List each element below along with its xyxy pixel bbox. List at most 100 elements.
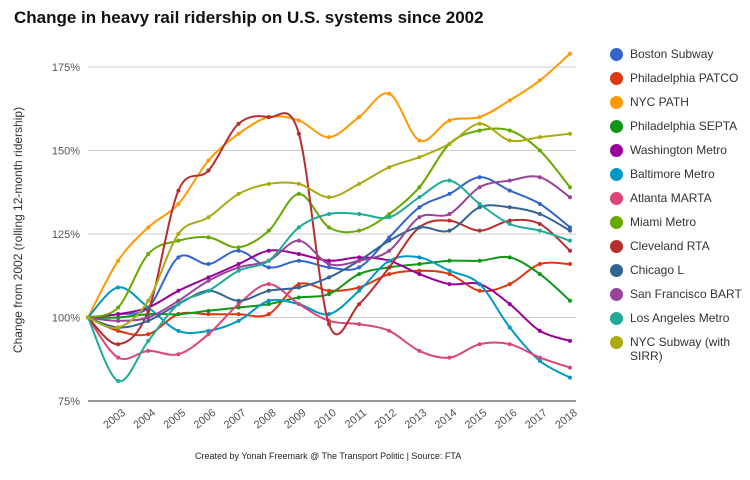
data-point [477,201,482,206]
data-point [447,211,452,216]
legend-label: Boston Subway [630,47,714,61]
data-point [477,121,482,126]
data-point [327,322,331,327]
data-point [387,215,392,220]
legend: Boston Subway Philadelphia PATCO NYC PATH P… [606,47,750,373]
data-point [146,308,151,313]
legend-item-atlanta-marta[interactable]: Atlanta MARTA [606,191,750,205]
data-point [296,295,301,300]
legend-item-philadelphia-patco[interactable]: Philadelphia PATCO [606,71,750,85]
data-point [477,115,482,120]
gridlines [88,66,576,402]
data-point [417,195,422,200]
data-point [387,238,392,243]
data-point [568,375,572,380]
data-point [176,312,181,317]
data-point [116,355,121,360]
data-point [357,272,362,277]
data-point [176,188,181,193]
legend-swatch [610,120,623,133]
data-point [236,245,241,250]
data-point [537,228,542,233]
x-tick-label: 2013 [403,407,430,432]
data-point [86,315,90,320]
series-lines [86,51,572,383]
x-tick-label: 2005 [162,407,189,432]
data-point [236,318,241,323]
legend-label: Chicago L [630,263,685,277]
legend-item-chicago-l[interactable]: Chicago L [606,263,750,277]
legend-item-boston-subway[interactable]: Boston Subway [606,47,750,61]
legend-item-cleveland-rta[interactable]: Cleveland RTA [606,239,750,253]
legend-item-baltimore-metro[interactable]: Baltimore Metro [606,167,750,181]
data-point [568,185,572,190]
x-tick-label: 2003 [101,407,128,432]
data-point [537,211,542,216]
data-point [116,315,121,320]
data-point [236,298,241,303]
data-point [417,155,422,160]
data-point [387,91,392,96]
data-point [327,258,331,263]
data-point [417,262,422,267]
legend-item-san-francisco-bart[interactable]: San Francisco BART [606,287,750,301]
data-point [417,348,422,353]
data-point [206,312,211,317]
y-tick-label: 125% [52,229,80,241]
data-point [176,201,181,206]
data-point [537,221,542,226]
data-point [568,228,572,233]
data-point [477,288,482,293]
legend-label: NYC Subway (with SIRR) [630,335,731,363]
data-point [206,158,211,163]
data-point [266,181,271,186]
data-point [266,228,271,233]
data-point [296,302,301,307]
data-point [236,191,241,196]
legend-item-nyc-subway-with-sirr[interactable]: NYC Subway (with SIRR) [606,335,750,363]
x-tick-label: 2015 [463,407,490,432]
data-point [296,238,301,243]
data-point [176,232,181,236]
legend-item-washington-metro[interactable]: Washington Metro [606,143,750,157]
series-line-los-angeles-metro [87,179,571,383]
data-point [417,272,422,277]
data-point [176,238,181,243]
data-point [116,285,121,290]
data-point [537,328,542,333]
data-point [266,288,271,293]
legend-label: Philadelphia PATCO [630,71,739,85]
legend-label: San Francisco BART [630,287,742,301]
legend-item-los-angeles-metro[interactable]: Los Angeles Metro [606,311,750,325]
data-point [236,268,241,273]
data-point [568,225,572,230]
data-point [387,265,392,270]
x-tick-label: 2014 [433,407,460,432]
data-point [116,312,121,317]
data-point [507,98,512,103]
data-point [176,302,181,307]
data-point [296,181,301,186]
legend-item-philadelphia-septa[interactable]: Philadelphia SEPTA [606,119,750,133]
legend-swatch [610,144,623,157]
data-point [296,252,301,257]
data-point [206,278,211,283]
data-point [236,265,241,270]
data-point [417,225,422,230]
data-point [206,288,211,293]
data-point [507,138,512,143]
data-point [417,215,422,220]
legend-item-nyc-path[interactable]: NYC PATH [606,95,750,109]
data-point [477,228,482,233]
data-point [417,255,422,260]
legend-label: Miami Metro [630,215,697,229]
data-point [477,282,482,287]
data-point [146,338,151,343]
data-point [206,328,211,333]
data-point [266,312,271,317]
legend-item-miami-metro[interactable]: Miami Metro [606,215,750,229]
data-point [116,328,121,333]
data-point [176,288,181,293]
y-axis-title: Change from 2002 (rolling 12-month rider… [11,107,25,353]
data-point [176,352,181,357]
